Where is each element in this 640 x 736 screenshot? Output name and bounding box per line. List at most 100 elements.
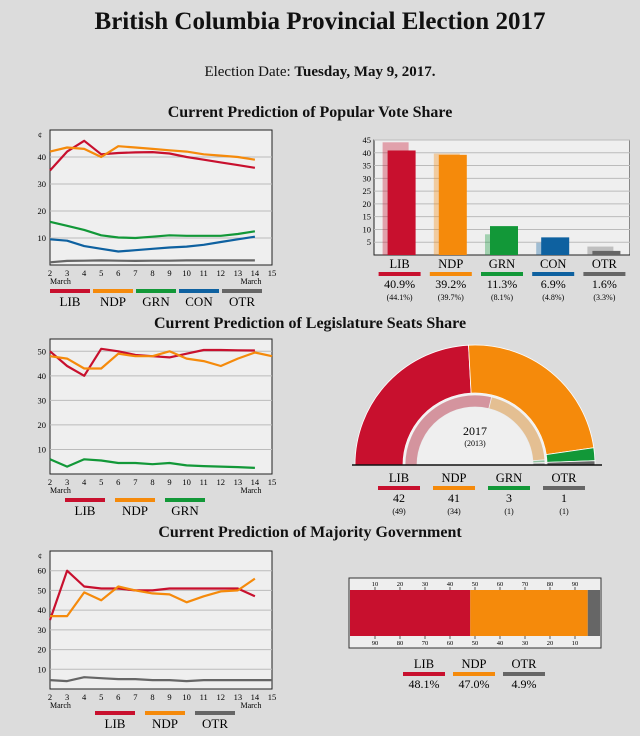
y-tick-label: 20 [38,420,47,430]
series-line-ndp [49,350,273,370]
legend-label: OTR [229,294,255,309]
top-tick-label: 20 [397,581,404,588]
x-tick-label: 11 [200,692,208,702]
category-label: LIB [414,657,434,671]
x-tick-label: 7 [133,268,137,278]
series-line-grn [49,458,255,469]
series-line-lib [48,569,256,621]
previous-value-label: (39.7%) [438,293,464,302]
legend-swatch-con [179,289,219,293]
vote-trend-chart: 10 20 30 40 ¢ 2 3 4 5 6 7 8 9 10 11 12 13 14 15 March March L… [38,129,277,309]
x-tick-label: 6 [116,477,120,487]
x-tick-label: 10 [182,477,191,487]
x-tick-label: 9 [167,268,171,278]
previous-value-label: (3.3%) [593,293,615,302]
center-sub-label: (2013) [464,439,486,448]
legend-swatch-lib [403,672,445,676]
series-line-lib [49,139,256,172]
previous-value-label: (8.1%) [491,293,513,302]
y-tick-label: 10 [38,444,47,454]
previous-value-label: (44.1%) [387,293,413,302]
x-tick-label: 4 [82,692,87,702]
bottom-tick-label: 20 [547,640,554,647]
x-tick-label: 3 [65,268,69,278]
legend-swatch-grn [481,272,523,276]
previous-value-label: (4.8%) [542,293,564,302]
vote-section-title: Current Prediction of Popular Vote Share [167,104,453,121]
bottom-tick-label: 40 [497,640,504,647]
y-tick-label: 35 [363,161,372,171]
x-tick-label: 15 [268,692,277,702]
top-tick-label: 40 [447,581,454,588]
legend-swatch-otr [543,486,585,490]
legend-label: LIB [105,716,126,731]
series-line-ndp [50,577,256,618]
seats-trend-chart: 10 20 30 40 50 2 3 4 5 6 7 8 9 10 11 12 13 14 15 March March… [38,338,276,518]
y-unit-label: ¢ [38,552,42,561]
x-sub-label: March [50,277,71,286]
legend-label: CON [185,294,213,309]
category-label: OTR [552,471,578,485]
legend-swatch-otr [503,672,545,676]
legend-swatch-ndp [433,486,475,490]
series-line-con [49,235,256,253]
bar-segment-ndp [470,590,588,636]
series-line-otr [49,676,272,683]
x-tick-label: 13 [234,477,243,487]
value-label: 11.3% [487,277,518,291]
y-tick-label: 20 [38,645,47,655]
category-label: CON [540,257,566,271]
legend-label: GRN [142,294,170,309]
x-tick-label: 2 [48,477,52,487]
election-date-label: Election Date: [204,64,291,80]
x-tick-label: 4 [82,268,87,278]
category-label: OTR [512,657,538,671]
legend-swatch-otr [195,711,235,715]
category-label: LIB [389,471,409,485]
legend-label: LIB [75,503,96,518]
value-label: 41 [448,491,460,505]
y-tick-label: 10 [38,664,47,674]
plot-area [49,550,273,690]
x-tick-label: 15 [268,268,277,278]
legend-swatch-con [532,272,575,276]
x-tick-label: 11 [200,268,208,278]
legend-label: GRN [171,503,199,518]
category-label: OTR [592,257,618,271]
value-label: 40.9% [384,277,415,291]
vote-share-chart: 5 10 15 20 25 30 35 40 45 LIB 40.9% (44.1%) NDP 39.2%… [363,135,630,302]
series-line-otr [49,259,255,264]
y-tick-label: 30 [38,395,47,405]
x-tick-label: 11 [200,477,208,487]
x-sub-label: March [50,701,71,710]
legend-swatch-ndp [115,498,155,502]
bottom-tick-label: 50 [472,640,479,647]
x-tick-label: 8 [150,477,154,487]
legend-swatch-lib [378,486,420,490]
legend-swatch-lib [95,711,135,715]
category-label: GRN [496,471,522,485]
y-tick-label: 50 [38,346,47,356]
x-tick-label: 12 [217,268,226,278]
value-label: 42 [393,491,405,505]
x-tick-label: 9 [167,692,171,702]
x-tick-label: 10 [182,268,191,278]
top-tick-label: 10 [372,581,379,588]
x-sub-label: March [50,486,71,495]
y-tick-label: 40 [38,605,47,615]
seats-share-chart: 2017(2013) LIB 42 (49) NDP 41 (34) GRN 3 (1) OTR 1 (… [352,344,602,516]
series-line-ndp [49,145,256,161]
legend-swatch-grn [165,498,205,502]
previous-value-label: (1) [559,507,569,516]
top-tick-label: 90 [572,581,579,588]
y-tick-label: 25 [363,186,372,196]
bar-ndp [438,154,467,255]
legend-label: NDP [100,294,126,309]
x-tick-label: 2 [48,692,52,702]
x-tick-label: 8 [150,268,154,278]
bar-lib [387,150,416,255]
previous-value-label: (34) [447,507,461,516]
bar-otr [592,250,621,255]
legend-swatch-ndp [145,711,185,715]
value-label: 3 [506,491,512,505]
